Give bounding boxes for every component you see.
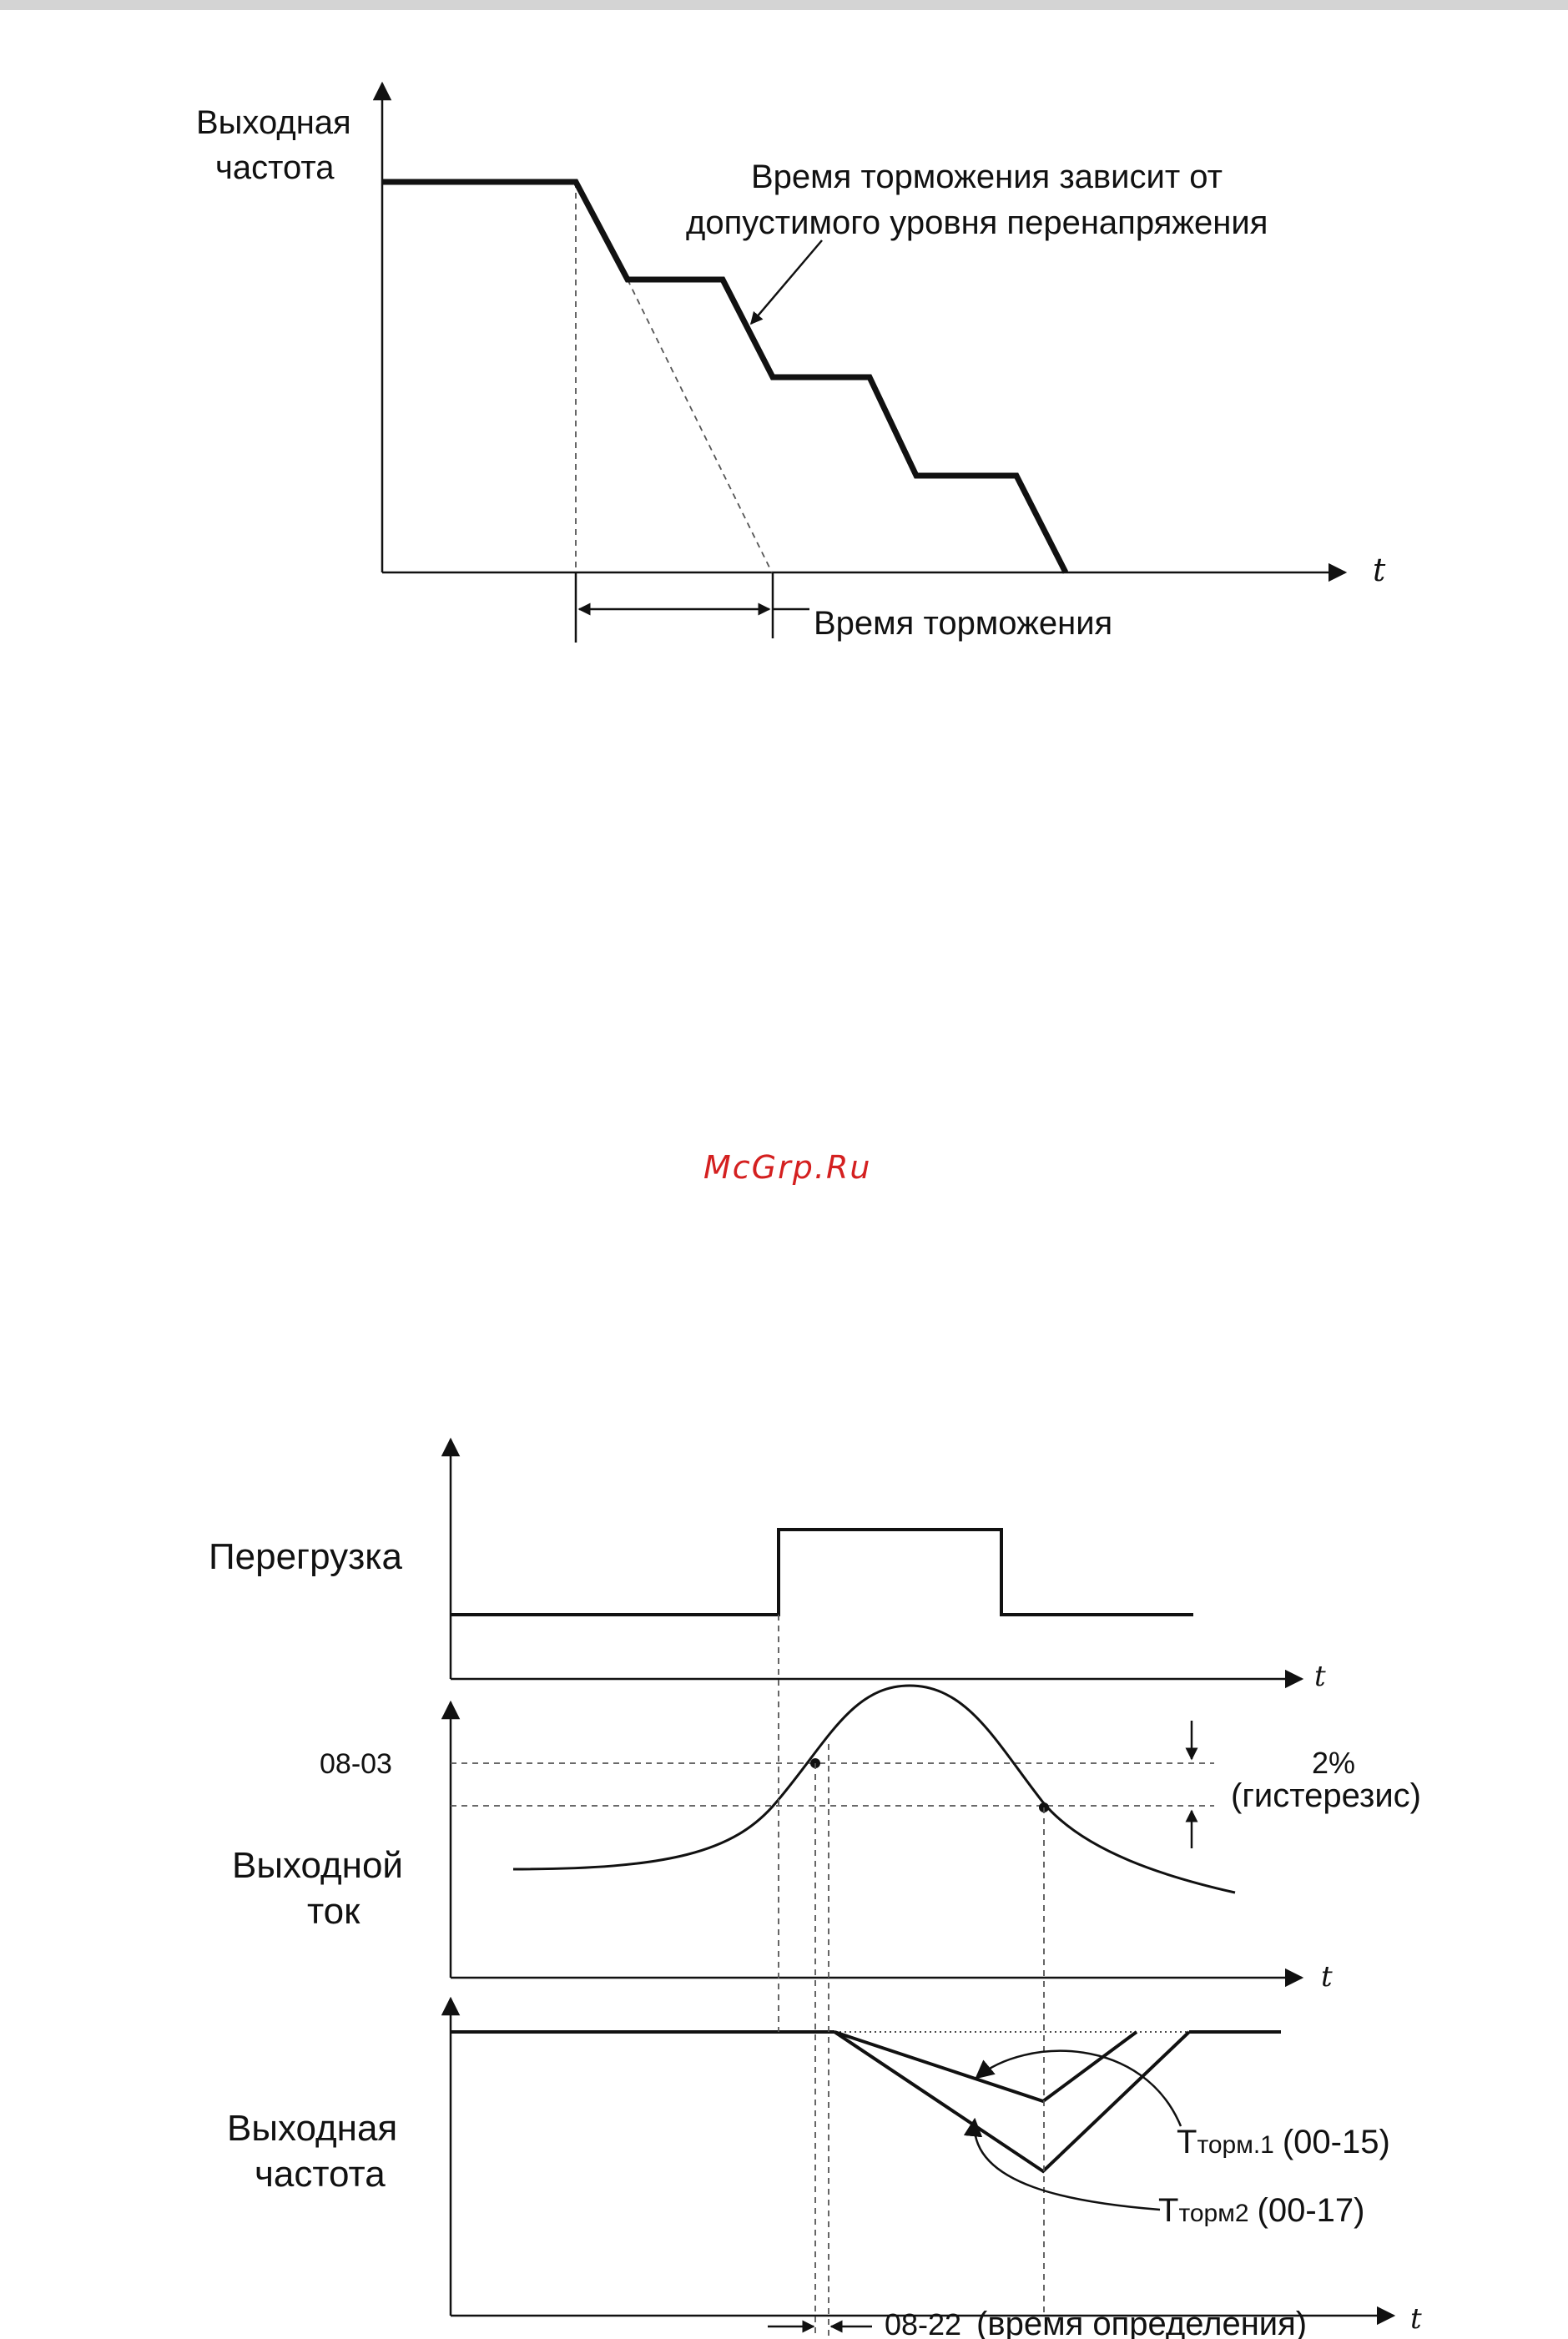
d2-tdecel1-label: Tторм.1 (00-15) [1177, 2124, 1390, 2160]
d2-decel2-path [833, 2030, 1191, 2174]
d2-hysteresis-label: (гистерезис) [1231, 1777, 1421, 1814]
d2-tdecel1-param: (00-15) [1283, 2124, 1390, 2160]
d2-tdecel2-leader [963, 2117, 1161, 2211]
d2-output-current-curve [512, 1684, 1236, 1894]
d2-level-label: 08-03 [320, 1748, 392, 1780]
d2-current-label-2: ток [307, 1891, 360, 1932]
diagram-decel-stall: Выходная частота t Время торможения зави… [196, 81, 1386, 643]
d2-tdecel1-leader [975, 2049, 1182, 2127]
d2-tdecel2-label: Tторм2 (00-17) [1158, 2192, 1364, 2229]
d2-freq-label-2: частота [255, 2154, 386, 2195]
watermark: McGrp.Ru [703, 1149, 871, 1186]
d2-t2: t [1321, 1960, 1333, 1994]
d2-tdecel2-main: T [1158, 2192, 1178, 2229]
d2-tdecel2-sub: торм2 [1178, 2200, 1248, 2227]
d2-detect-param: 08-22 [885, 2307, 961, 2339]
d1-y-label-1: Выходная [196, 104, 351, 141]
d1-annotation-line1: Время торможения зависит от [751, 159, 1223, 195]
d2-tdecel1-main: T [1177, 2124, 1197, 2160]
d2-overload-label: Перегрузка [209, 1536, 402, 1577]
d1-output-frequency-curve [382, 179, 1069, 574]
d2-tdecel2-param: (00-17) [1258, 2192, 1365, 2229]
d1-y-label-2: частота [215, 149, 335, 186]
d1-decel-time-label: Время торможения [814, 605, 1112, 642]
d1-annotation-line2: допустимого уровня перенапряжения [686, 204, 1268, 241]
d2-freq-label-1: Выходная [227, 2108, 397, 2149]
d2-detect-label: (время определения) [976, 2306, 1307, 2339]
d1-ideal-decel-dashed [627, 279, 773, 573]
d2-t3: t [1410, 2302, 1422, 2336]
d2-t1: t [1314, 1660, 1326, 1693]
d2-current-label-1: Выходной [232, 1845, 403, 1886]
d1-annotation-arrow [750, 239, 823, 325]
d2-decel1-path [834, 2030, 1138, 2104]
d2-overload-signal [451, 1528, 1193, 1616]
d2-hysteresis-pct: 2% [1312, 1746, 1355, 1780]
top-bar [0, 0, 1568, 10]
d2-tdecel1-sub: торм.1 [1197, 2131, 1273, 2159]
diagram-overload-decel: Перегрузка t 08-03 Выходной ток t 2% (ги… [209, 1437, 1422, 2339]
d1-x-label: t [1373, 552, 1386, 588]
